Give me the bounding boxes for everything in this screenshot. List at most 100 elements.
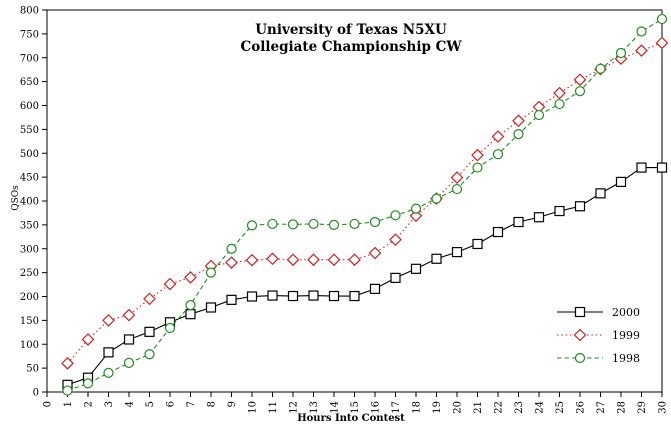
- series-1998: [62, 13, 668, 396]
- x-tick-label: 19: [432, 401, 443, 414]
- data-point-marker: [574, 201, 586, 212]
- y-tick-label: 650: [20, 77, 39, 88]
- data-point-marker: [266, 252, 279, 266]
- legend-item-2000: 2000: [557, 306, 640, 319]
- legend-item-1999: 1999: [557, 328, 640, 342]
- data-point-marker: [81, 333, 95, 346]
- x-tick-label: 26: [576, 401, 587, 414]
- data-point-marker: [574, 306, 586, 318]
- data-point-marker: [533, 212, 545, 223]
- data-point-marker: [554, 98, 565, 110]
- data-point-marker: [308, 218, 319, 230]
- data-point-marker: [226, 294, 237, 305]
- x-tick-label: 9: [227, 401, 238, 407]
- data-point-marker: [390, 210, 401, 221]
- data-point-marker: [513, 129, 524, 140]
- x-tick-label: 3: [104, 401, 115, 407]
- data-point-marker: [267, 218, 278, 230]
- data-point-marker: [492, 226, 504, 238]
- data-point-marker: [348, 253, 361, 267]
- data-point-marker: [655, 36, 669, 50]
- data-point-marker: [102, 314, 115, 327]
- data-point-marker: [349, 218, 360, 230]
- y-tick-label: 750: [20, 29, 39, 40]
- data-point-marker: [307, 253, 320, 267]
- data-point-marker: [349, 290, 360, 302]
- data-point-marker: [410, 203, 422, 214]
- chart-title-line2: Collegiate Championship CW: [240, 39, 462, 55]
- data-point-marker: [450, 171, 464, 184]
- data-point-marker: [491, 130, 505, 143]
- data-point-marker: [431, 193, 442, 204]
- data-point-marker: [512, 114, 525, 128]
- legend-label: 1999: [612, 329, 640, 342]
- x-tick-label: 5: [145, 401, 156, 407]
- x-tick-label: 29: [637, 401, 648, 414]
- data-point-marker: [554, 205, 565, 217]
- y-tick-label: 100: [20, 340, 39, 351]
- data-point-marker: [144, 326, 155, 337]
- x-tick-label: 12: [289, 401, 300, 414]
- data-point-marker: [246, 220, 258, 231]
- data-point-marker: [308, 290, 319, 301]
- x-tick-label: 14: [330, 401, 341, 414]
- chart-title: University of Texas N5XU Collegiate Cham…: [47, 22, 655, 56]
- y-tick-label: 400: [20, 197, 39, 208]
- data-point-marker: [143, 292, 156, 306]
- data-point-marker: [574, 86, 586, 97]
- data-point-marker: [164, 322, 176, 334]
- y-tick-label: 500: [20, 149, 39, 160]
- legend: 2000 1999 1998: [557, 306, 640, 365]
- y-tick-label: 800: [20, 6, 39, 17]
- data-point-marker: [246, 291, 258, 302]
- data-point-marker: [533, 109, 545, 121]
- legend-label: 2000: [612, 306, 640, 319]
- y-tick-label: 250: [20, 268, 39, 279]
- data-point-marker: [184, 271, 197, 284]
- y-axis-label: QSOs: [11, 185, 21, 211]
- series-line-1998: [67, 18, 663, 392]
- x-tick-label: 21: [473, 401, 484, 414]
- data-point-marker: [327, 253, 341, 267]
- x-tick-label: 4: [125, 401, 136, 407]
- data-point-marker: [451, 246, 463, 258]
- x-axis-label: Hours Into Contest: [297, 413, 405, 424]
- y-tick-label: 450: [20, 173, 39, 184]
- data-point-marker: [328, 219, 340, 230]
- data-point-marker: [656, 13, 668, 25]
- data-point-marker: [368, 246, 382, 260]
- data-point-marker: [82, 378, 94, 389]
- data-point-marker: [410, 263, 422, 274]
- chart-title-line1: University of Texas N5XU: [255, 22, 447, 38]
- data-point-marker: [62, 385, 73, 396]
- data-point-marker: [123, 357, 135, 368]
- data-point-marker: [163, 277, 177, 291]
- data-point-marker: [226, 243, 237, 254]
- axes: 0501001502002503003504004505005506006507…: [20, 6, 669, 414]
- data-point-marker: [185, 299, 196, 311]
- series-line-1999: [67, 42, 663, 364]
- x-tick-label: 1: [63, 401, 74, 407]
- data-point-marker: [472, 162, 483, 173]
- x-tick-label: 22: [494, 401, 505, 414]
- data-point-marker: [328, 290, 340, 302]
- data-point-marker: [205, 267, 217, 278]
- data-point-marker: [103, 347, 114, 358]
- y-tick-label: 700: [20, 53, 39, 64]
- x-tick-label: 0: [43, 401, 54, 407]
- x-tick-label: 10: [248, 401, 259, 414]
- data-point-marker: [287, 219, 299, 230]
- data-point-marker: [267, 290, 278, 301]
- data-point-marker: [615, 176, 627, 187]
- x-tick-label: 27: [596, 401, 607, 414]
- data-point-marker: [431, 253, 442, 264]
- y-tick-label: 200: [20, 292, 39, 303]
- data-point-marker: [123, 334, 135, 345]
- x-tick-label: 18: [412, 401, 423, 414]
- data-point-marker: [471, 148, 484, 162]
- x-tick-label: 28: [617, 401, 628, 414]
- x-tick-label: 16: [371, 401, 382, 414]
- data-point-marker: [573, 73, 587, 87]
- data-point-marker: [225, 256, 238, 269]
- data-point-marker: [492, 149, 504, 160]
